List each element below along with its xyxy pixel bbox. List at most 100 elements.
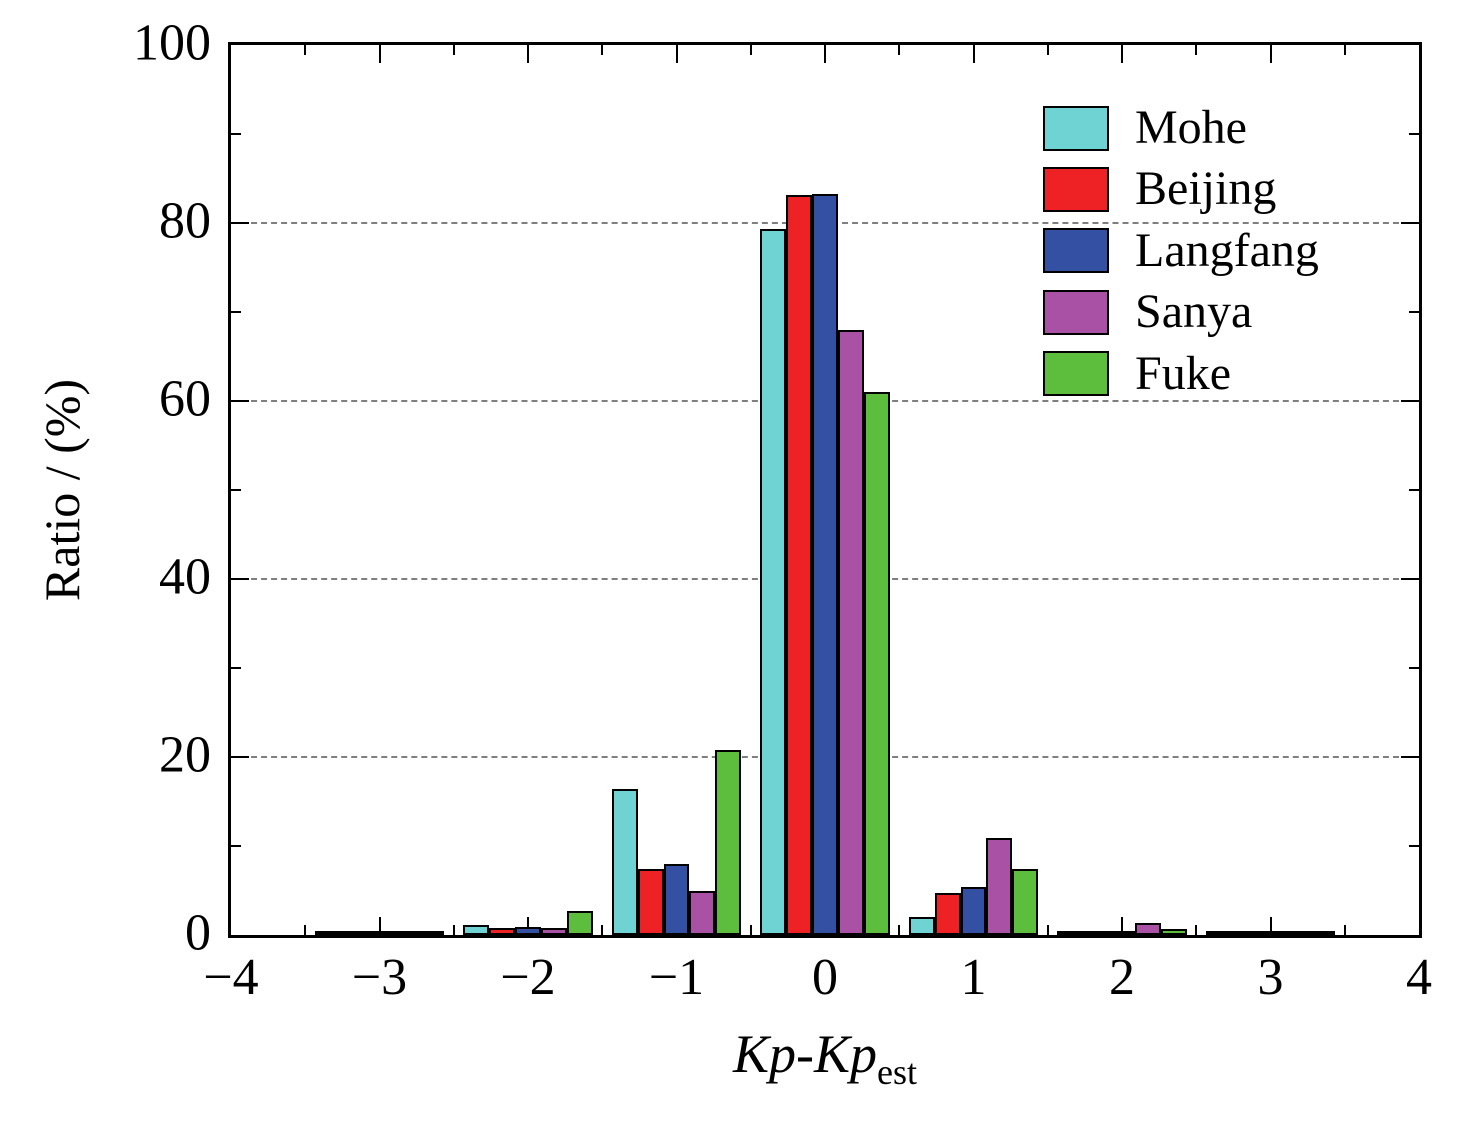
legend-label-fuke: Fuke [1135, 346, 1231, 400]
x-tick--0.5 [749, 925, 752, 935]
bar-fuke-x1 [1012, 869, 1039, 935]
x-tick--1 [675, 45, 678, 63]
bar-mohe-x-3 [314, 931, 341, 935]
x-tick--3.5 [304, 45, 307, 55]
bar-sanya-x-2 [540, 927, 567, 935]
bar-mohe-x2 [1057, 931, 1084, 935]
bar-mohe-x3 [1205, 931, 1232, 935]
bar-sanya-x0 [837, 329, 864, 935]
legend-swatch-sanya [1043, 289, 1109, 335]
y-tick-20 [1401, 756, 1419, 758]
x-tick-0.5 [898, 45, 901, 55]
x-tick--0.5 [749, 45, 752, 55]
x-tick--1.5 [601, 925, 604, 935]
x-tick-2.5 [1195, 45, 1198, 55]
x-axis-title-main: Kp-Kp [732, 1024, 878, 1084]
x-tick-2 [1121, 45, 1123, 63]
y-tick-label-20: 20 [159, 726, 211, 784]
bar-beijing-x2 [1083, 931, 1109, 935]
bar-beijing-x1 [934, 893, 961, 935]
x-tick-2.5 [1195, 925, 1198, 935]
bar-fuke-x-1 [715, 749, 742, 935]
y-axis-title: Ratio / (%) [34, 378, 90, 602]
x-tick--2 [527, 45, 529, 63]
bar-fuke-x3 [1309, 931, 1336, 935]
x-tick-1.5 [1046, 45, 1049, 55]
bar-langfang-x3 [1257, 931, 1284, 935]
x-tick--2.5 [452, 45, 455, 55]
y-tick-label-0: 0 [185, 904, 211, 962]
bar-beijing-x-2 [489, 927, 515, 935]
x-tick-2 [1121, 917, 1123, 935]
y-tick-30 [231, 667, 241, 669]
y-tick-label-80: 80 [159, 192, 211, 250]
legend-label-beijing: Beijing [1135, 162, 1277, 216]
bar-fuke-x-3 [418, 931, 445, 935]
bar-fuke-x0 [863, 392, 890, 935]
bar-mohe-x0 [760, 229, 787, 935]
plot-area: Mohe Beijing Langfang Sanya Fuke [228, 42, 1422, 938]
x-tick-label--2: −2 [500, 949, 556, 1006]
legend-item-beijing: Beijing [1043, 162, 1319, 216]
y-tick-60 [1401, 400, 1419, 402]
y-tick-label-40: 40 [159, 548, 211, 606]
x-tick--3 [378, 917, 381, 935]
legend: Mohe Beijing Langfang Sanya Fuke [1043, 101, 1319, 410]
y-tick-30 [1409, 667, 1419, 669]
bar-mohe-x-2 [463, 925, 490, 935]
x-tick--2.5 [452, 925, 455, 935]
legend-swatch-fuke [1043, 351, 1109, 397]
legend-swatch-mohe [1043, 105, 1109, 151]
legend-item-langfang: Langfang [1043, 223, 1319, 277]
y-tick-90 [1409, 133, 1419, 135]
x-tick-label--3: −3 [351, 949, 408, 1006]
bar-fuke-x-2 [566, 910, 593, 935]
bar-beijing-x-3 [340, 931, 367, 935]
bar-langfang-x-2 [515, 927, 541, 935]
y-tick-50 [1409, 489, 1419, 491]
bar-sanya-x1 [986, 838, 1013, 935]
legend-label-langfang: Langfang [1135, 223, 1319, 277]
y-tick-label-100: 100 [133, 14, 211, 72]
y-tick-50 [231, 489, 241, 491]
x-tick--3 [378, 45, 381, 63]
y-tick-80 [1401, 222, 1419, 224]
x-tick-label-1: 1 [960, 949, 987, 1006]
bar-langfang-x-1 [663, 863, 690, 935]
bar-sanya-x3 [1283, 931, 1310, 935]
bar-beijing-x-1 [637, 869, 664, 935]
x-axis-title: Kp-Kpest [733, 1023, 917, 1093]
x-tick-1 [972, 45, 975, 63]
y-tick-20 [231, 756, 249, 758]
y-tick-label-60: 60 [159, 370, 211, 428]
y-tick-80 [231, 222, 249, 224]
y-tick-40 [231, 578, 249, 580]
x-tick-3 [1269, 917, 1272, 935]
x-axis-title-subscript: est [877, 1052, 918, 1092]
legend-swatch-langfang [1043, 228, 1109, 274]
x-tick--1.5 [601, 45, 604, 55]
bar-beijing-x3 [1231, 931, 1258, 935]
legend-label-mohe: Mohe [1135, 101, 1247, 154]
legend-item-sanya: Sanya [1043, 286, 1319, 337]
y-tick-60 [231, 400, 249, 402]
x-tick-label-4: 4 [1406, 949, 1432, 1006]
bar-langfang-x2 [1109, 931, 1135, 935]
x-tick--3.5 [304, 925, 307, 935]
y-tick-70 [231, 311, 241, 313]
x-tick-label--4: −4 [203, 949, 259, 1006]
x-tick--2 [527, 917, 529, 935]
bar-langfang-x1 [960, 886, 987, 935]
bar-mohe-x1 [908, 917, 935, 935]
y-tick-70 [1409, 311, 1419, 313]
x-tick-0.5 [898, 925, 901, 935]
y-tick-40 [1401, 578, 1419, 580]
x-tick-label-0: 0 [812, 949, 838, 1006]
x-tick-1.5 [1046, 925, 1049, 935]
y-tick-10 [231, 845, 241, 847]
legend-item-mohe: Mohe [1043, 101, 1319, 154]
bar-sanya-x2 [1134, 922, 1161, 935]
y-tick-90 [231, 133, 241, 135]
bar-langfang-x-3 [366, 931, 393, 935]
